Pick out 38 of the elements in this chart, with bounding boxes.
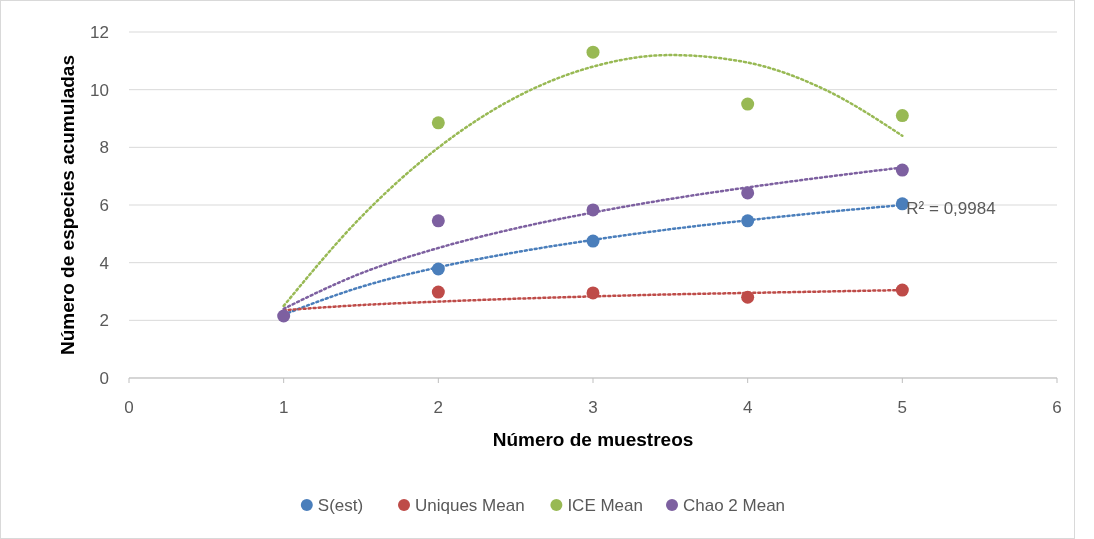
y-tick-label: 10	[90, 80, 109, 100]
x-tick-label: 3	[588, 398, 598, 417]
point	[586, 286, 600, 300]
point	[741, 97, 755, 111]
legend-label: Uniques Mean	[415, 496, 525, 515]
y-tick-label: 12	[90, 23, 109, 42]
point	[741, 186, 755, 200]
legend-label: Chao 2 Mean	[683, 496, 786, 515]
x-tick-label: 2	[433, 398, 444, 417]
point	[741, 290, 755, 304]
point	[895, 163, 909, 177]
point	[431, 262, 445, 276]
point	[277, 309, 291, 323]
x-tick-label: 6	[1052, 398, 1062, 417]
x-tick-label: 0	[124, 398, 134, 417]
x-tick-label: 5	[897, 398, 908, 417]
x-tick-label: 1	[278, 398, 289, 417]
y-tick-label: 8	[99, 138, 109, 158]
point	[586, 203, 600, 217]
point	[431, 285, 445, 299]
y-tick-label: 0	[99, 369, 109, 388]
point	[741, 214, 755, 228]
x-axis-title: Número de muestreos	[492, 429, 694, 450]
annotation: R² = 0,9984	[906, 199, 996, 218]
point	[586, 234, 600, 248]
point	[895, 109, 909, 123]
y-tick-label: 2	[99, 311, 109, 331]
point	[895, 283, 909, 297]
legend-label: S(est)	[317, 496, 364, 515]
point	[431, 214, 445, 228]
y-axis-title: Número de especies acumuladas	[57, 55, 78, 355]
point	[431, 116, 445, 130]
legend-label: ICE Mean	[567, 496, 643, 515]
x-tick-label: 4	[742, 398, 753, 417]
line-series	[282, 53, 904, 308]
point	[586, 45, 600, 59]
y-tick-label: 6	[99, 196, 109, 215]
y-tick-label: 4	[99, 253, 109, 273]
